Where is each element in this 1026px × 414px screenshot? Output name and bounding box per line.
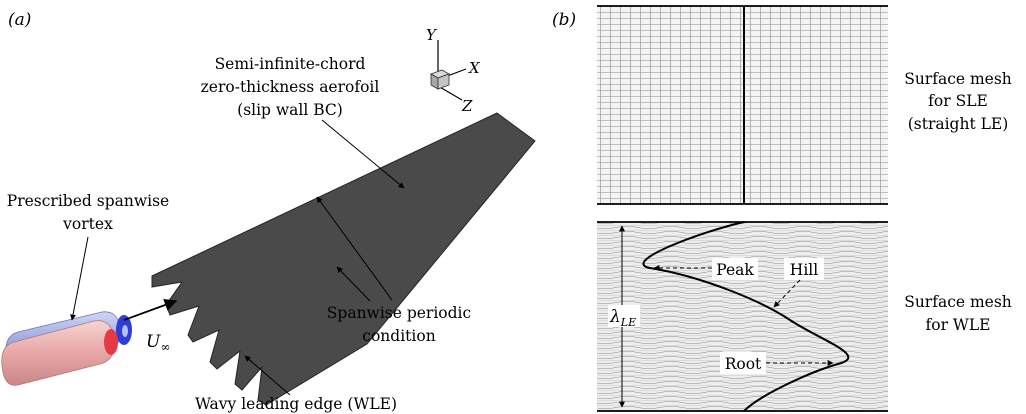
root-label-bg: [720, 352, 766, 374]
axes-triad: Y X Z: [426, 26, 481, 115]
freestream-label: U∞: [146, 332, 170, 354]
axis-x-label: X: [468, 59, 481, 77]
peak-label: Peak: [716, 261, 754, 279]
periodic-label-line1: Spanwise periodic: [327, 304, 471, 322]
spanwise-vortex: [1, 311, 132, 386]
wle-arrow: [244, 355, 291, 396]
aerofoil-arrow: [321, 119, 405, 189]
wle-mesh-label-line1: Surface mesh: [904, 293, 1012, 311]
panel-a-tag: (a): [8, 10, 31, 30]
axis-z-label: Z: [461, 97, 473, 115]
sle-label-line3: (straight LE): [908, 115, 1009, 133]
aerofoil-label-line1: Semi-infinite-chord: [215, 55, 366, 73]
vortex-label-line1: Prescribed spanwise: [7, 192, 169, 210]
sle-label-line2: for SLE: [928, 92, 988, 110]
panel-b-tag: (b): [552, 10, 576, 30]
aerofoil-shape: [151, 112, 536, 406]
hill-label: Hill: [790, 261, 818, 279]
sle-label-line1: Surface mesh: [904, 70, 1012, 88]
wle-label: Wavy leading edge (WLE): [195, 395, 397, 413]
periodic-arrow-upper: [316, 196, 393, 301]
hill-label-bg: [784, 258, 824, 280]
vortex-arrow: [70, 236, 89, 321]
aerofoil-label-line3: (slip wall BC): [237, 101, 343, 119]
periodic-label-line2: condition: [362, 327, 435, 345]
sle-surface-mesh: [597, 5, 888, 205]
wavy-leading-edge: [642, 221, 850, 412]
aerofoil-label-line2: zero-thickness aerofoil: [201, 78, 380, 96]
lambda-label-bg: [608, 305, 640, 327]
axis-y-label: Y: [426, 26, 438, 44]
lambda-label: λLE: [609, 307, 636, 329]
wle-mesh-label-line2: for WLE: [926, 316, 991, 334]
periodic-arrow-lower: [336, 266, 371, 302]
axes-cube-icon: [430, 69, 450, 90]
hill-arrow: [773, 279, 801, 308]
peak-label-bg: [712, 258, 758, 280]
root-label: Root: [725, 355, 762, 373]
vortex-label-line2: vortex: [62, 215, 113, 233]
wle-surface-mesh: [597, 221, 888, 412]
freestream-arrow: [123, 298, 178, 321]
